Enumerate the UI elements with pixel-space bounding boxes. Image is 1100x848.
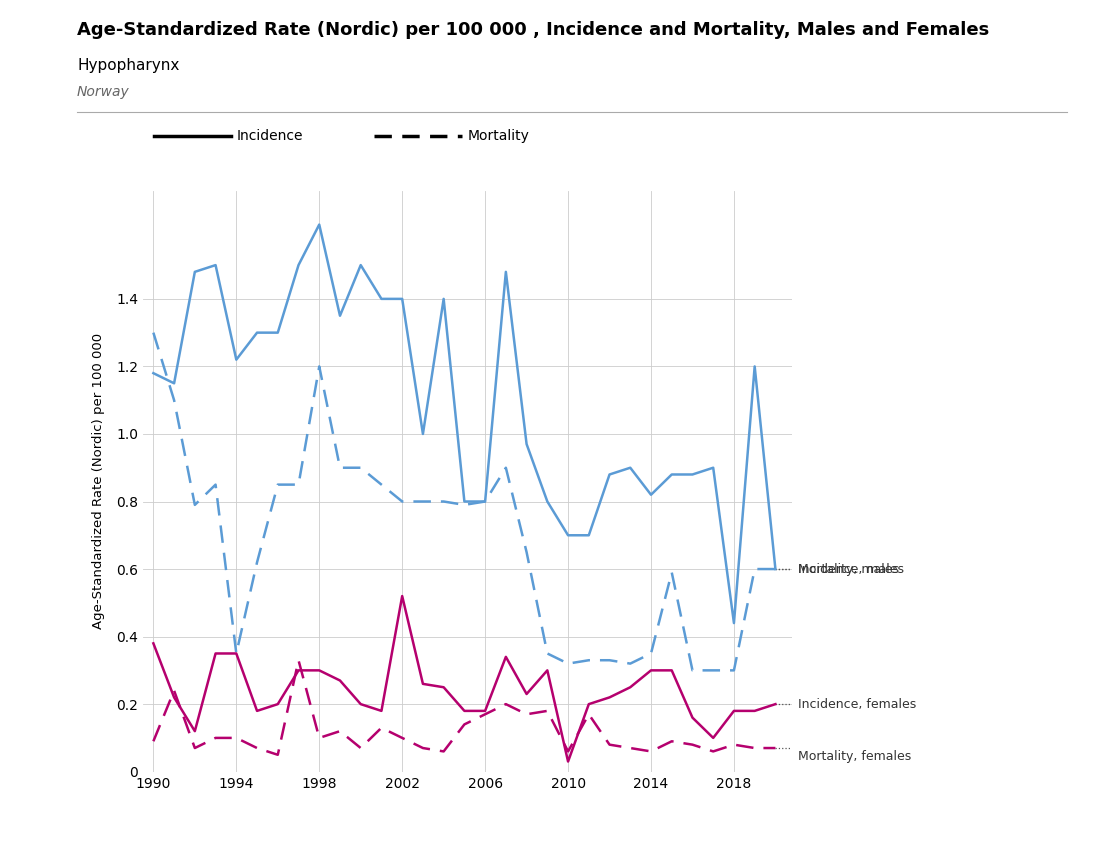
Y-axis label: Age-Standardized Rate (Nordic) per 100 000: Age-Standardized Rate (Nordic) per 100 0… bbox=[92, 333, 104, 629]
Text: Norway: Norway bbox=[77, 85, 130, 99]
Text: Incidence, females: Incidence, females bbox=[798, 698, 915, 711]
Text: Incidence: Incidence bbox=[236, 129, 302, 142]
Text: Mortality, males: Mortality, males bbox=[798, 562, 899, 576]
Text: Mortality: Mortality bbox=[468, 129, 529, 142]
Text: Mortality, females: Mortality, females bbox=[798, 750, 911, 763]
Text: Incidence, males: Incidence, males bbox=[798, 562, 903, 576]
Text: Hypopharynx: Hypopharynx bbox=[77, 58, 179, 73]
Text: Age-Standardized Rate (Nordic) per 100 000 , Incidence and Mortality, Males and : Age-Standardized Rate (Nordic) per 100 0… bbox=[77, 21, 989, 39]
